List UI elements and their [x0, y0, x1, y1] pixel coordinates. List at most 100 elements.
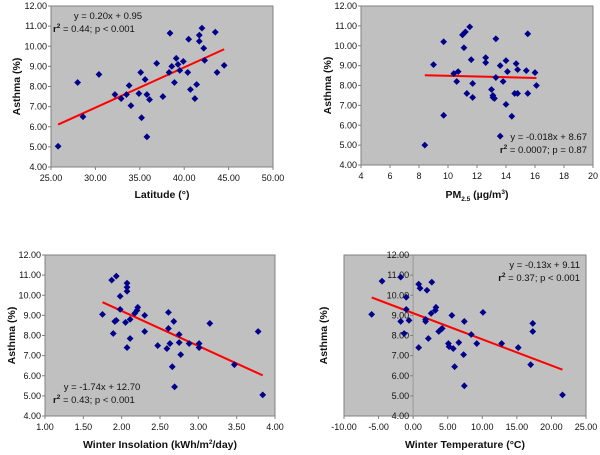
data-point [459, 31, 466, 39]
data-point [469, 94, 477, 101]
x-tick-label: 16 [530, 171, 540, 181]
data-point [175, 339, 183, 346]
y-tick-label: 6.00 [339, 120, 357, 130]
data-point [54, 142, 62, 150]
data-point [122, 319, 129, 326]
y-tick-label: 7.00 [29, 102, 47, 112]
y-tick-label: 8.00 [23, 331, 41, 341]
equation-label: y = -0.018x + 8.67 [510, 132, 587, 143]
data-point [174, 60, 182, 68]
x-axis-label: Winter Insolation (kWh/m2/day) [83, 439, 237, 451]
data-point [508, 112, 516, 120]
data-point [416, 284, 424, 292]
data-point [440, 38, 448, 46]
data-point [112, 272, 120, 280]
data-point [200, 44, 208, 52]
data-point [492, 35, 500, 43]
y-axis-label: Asthma (%) [318, 307, 330, 365]
data-point [111, 91, 119, 98]
y-tick-label: 4.00 [23, 411, 41, 421]
data-point [512, 60, 520, 68]
y-tick-label: 11.00 [335, 21, 357, 31]
data-point [466, 23, 474, 31]
r-squared-value: = 0.43; p < 0.001 [60, 395, 134, 406]
equation-label: y = -0.13x + 9.11 [509, 260, 580, 271]
data-point [514, 90, 521, 97]
data-point [529, 320, 537, 327]
data-point [524, 30, 532, 38]
y-tick-label: 9.00 [339, 61, 357, 71]
x-tick-label: 1.00 [36, 422, 54, 432]
data-point [514, 66, 521, 73]
data-point [449, 345, 457, 352]
y-tick-label: 5.00 [23, 391, 41, 401]
x-tick-label: -5.00 [368, 422, 389, 432]
data-point [440, 111, 448, 119]
r-symbol: r [53, 24, 57, 35]
data-point [504, 68, 511, 75]
data-point [482, 59, 490, 67]
r-squared-value: = 0.37; p < 0.001 [506, 273, 580, 284]
data-point [125, 82, 133, 89]
data-point [179, 57, 187, 65]
x-tick-label: 25.00 [40, 173, 63, 183]
y-tick-label: 9.00 [23, 310, 41, 320]
data-point [522, 67, 530, 74]
r-squared-value: = 0.44; p < 0.001 [60, 24, 134, 35]
data-point [153, 59, 161, 67]
y-tick-label: 7.00 [392, 351, 410, 361]
x-tick-label: 1.50 [75, 422, 93, 432]
data-point [482, 54, 490, 62]
x-label-end: /day) [213, 439, 238, 451]
data-point [402, 305, 410, 313]
data-point [502, 100, 510, 108]
x-tick-label: 30.00 [84, 173, 107, 183]
x-label-superscript: 3 [501, 189, 505, 196]
x-label-main: Winter Insolation (kWh/m [83, 439, 209, 451]
chart-insolation: 4.005.006.007.008.009.0010.0011.0012.00 … [6, 250, 284, 451]
x-tick-label: 35.00 [129, 173, 152, 183]
data-point [467, 56, 475, 64]
data-point [112, 317, 120, 324]
y-tick-label: 9.00 [29, 61, 47, 71]
data-point [211, 28, 219, 36]
r-symbol: r [500, 145, 504, 156]
data-point [141, 328, 149, 335]
data-point [126, 316, 134, 323]
data-point [123, 91, 130, 98]
y-tick-label: 10.00 [18, 290, 41, 300]
y-tick-label: 10.00 [24, 41, 47, 51]
data-point [460, 382, 468, 390]
chart-temperature: 4.005.006.007.008.009.0010.0011.0012.00 … [318, 250, 597, 451]
chart-pm25: 4.005.006.007.008.009.0010.0011.0012.00 … [322, 1, 598, 203]
data-point [193, 81, 201, 88]
x-tick-label: 50.00 [262, 173, 285, 183]
data-point [402, 293, 410, 301]
r-squared-label: r2 = 0.37; p < 0.001 [498, 272, 580, 284]
y-tick-label: 8.00 [339, 81, 357, 91]
data-point [195, 37, 203, 45]
data-point [453, 78, 461, 85]
x-axis-label: PM2.5 (µg/m3) [445, 189, 508, 203]
x-tick-label: 5.00 [439, 422, 457, 432]
data-point [201, 56, 209, 64]
r-symbol: r [53, 395, 57, 406]
x-tick-label: 15.00 [506, 422, 529, 432]
data-point [469, 80, 477, 87]
r-symbol: r [498, 273, 502, 284]
x-label-subscript: 2.5 [461, 196, 470, 203]
y-tick-label: 4.00 [29, 162, 47, 172]
data-point [198, 24, 206, 32]
x-tick-label: 45.00 [217, 173, 240, 183]
data-point [116, 292, 124, 300]
data-point [213, 69, 221, 76]
y-tick-label: 10.00 [387, 290, 410, 300]
data-point [109, 330, 117, 337]
data-point [116, 305, 124, 313]
data-point [448, 311, 456, 319]
data-point [141, 311, 149, 319]
x-label-end: ) [505, 189, 509, 201]
data-point [463, 90, 471, 97]
data-point [141, 76, 149, 83]
data-point [460, 318, 468, 325]
